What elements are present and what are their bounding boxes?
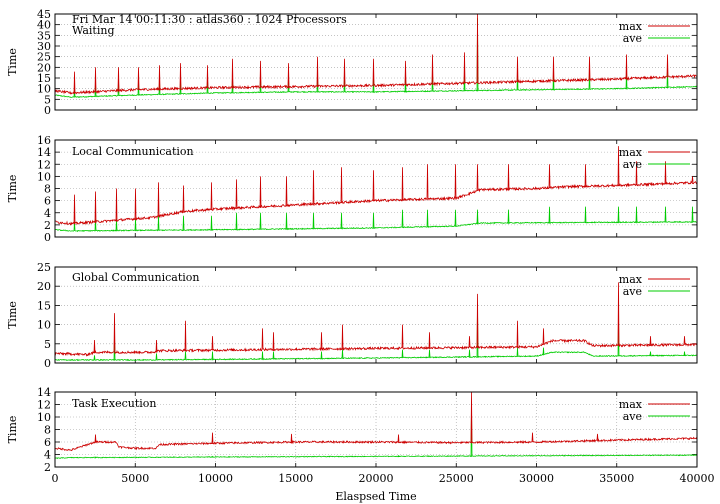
panel-title: Global Communication [72,271,200,284]
legend-label-ave: ave [623,158,642,171]
y-tick-label: 16 [37,134,51,147]
x-tick-label: 10000 [198,472,233,485]
series-line-ave [55,305,697,362]
y-tick-label: 4 [44,449,51,462]
x-tick-label: 5000 [121,472,149,485]
y-tick-label: 0 [44,231,51,244]
x-tick-label: 25000 [439,472,474,485]
x-tick-label: 20000 [359,472,394,485]
y-tick-label: 35 [37,29,51,42]
series-line-max [55,146,697,226]
plot-frame [54,13,698,111]
plot-frame [54,266,698,364]
y-tick-label: 0 [44,357,51,370]
y-tick-label: 2 [44,219,51,232]
x-axis-label: Elaspsed Time [335,490,416,503]
y-tick-label: 4 [44,207,51,220]
y-tick-label: 2 [44,461,51,474]
y-tick-label: 15 [37,299,51,312]
y-tick-label: 0 [44,104,51,117]
y-tick-label: 14 [37,386,51,399]
y-tick-label: 8 [44,424,51,437]
figure-header-title: Fri Mar 14 00:11:30 : atlas360 : 1024 Pr… [72,13,347,26]
x-tick-label: 35000 [599,472,634,485]
y-tick-label: 45 [37,8,51,21]
y-tick-label: 15 [37,72,51,85]
series-line-ave [55,18,697,98]
y-tick-label: 5 [44,338,51,351]
panel-title: Task Execution [72,397,156,410]
y-tick-label: 5 [44,93,51,106]
y-tick-label: 6 [44,436,51,449]
legend-label-max: max [619,398,643,411]
y-axis-label: Time [6,175,19,203]
y-axis-label: Time [6,301,19,329]
x-tick-label: 30000 [519,472,554,485]
y-tick-label: 8 [44,183,51,196]
legend-label-ave: ave [623,410,642,423]
series-line-ave [55,206,697,233]
y-axis-label: Time [6,416,19,444]
y-tick-label: 10 [37,411,51,424]
series-line-ave [55,404,697,460]
y-tick-label: 25 [37,261,51,274]
x-tick-label: 15000 [278,472,313,485]
panel-title: Waiting [72,24,115,37]
legend-label-max: max [619,273,643,286]
x-tick-label: 40000 [680,472,715,485]
series-line-max [55,282,697,357]
y-tick-label: 20 [37,280,51,293]
y-tick-label: 6 [44,195,51,208]
y-tick-label: 40 [37,19,51,32]
y-tick-label: 30 [37,40,51,53]
y-tick-label: 12 [37,399,51,412]
y-tick-label: 10 [37,319,51,332]
legend-label-max: max [619,146,643,159]
series-line-max [55,14,697,95]
legend-label-ave: ave [623,32,642,45]
plot-frame [54,391,698,468]
y-tick-label: 25 [37,51,51,64]
legend-label-ave: ave [623,285,642,298]
y-tick-label: 10 [37,170,51,183]
x-tick-label: 0 [52,472,59,485]
y-tick-label: 14 [37,146,51,159]
y-axis-label: Time [6,48,19,76]
series-line-max [55,392,697,452]
legend-label-max: max [619,20,643,33]
plot-frame [54,139,698,238]
y-tick-label: 12 [37,158,51,171]
y-tick-label: 10 [37,83,51,96]
y-tick-label: 20 [37,61,51,74]
panel-title: Local Communication [72,145,194,158]
